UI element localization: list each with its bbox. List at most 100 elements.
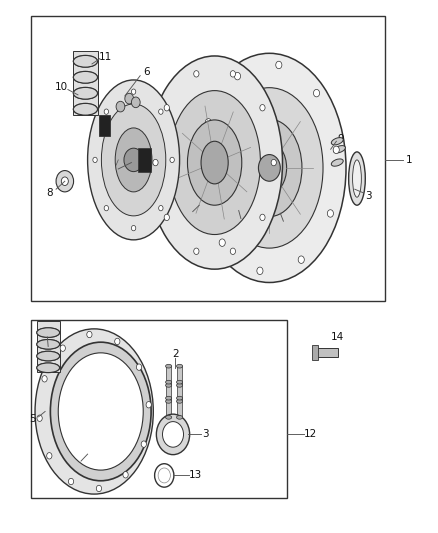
Ellipse shape [237,119,302,216]
Text: 9: 9 [337,134,344,143]
Text: 3: 3 [202,430,209,439]
Circle shape [314,90,320,97]
Circle shape [219,239,225,246]
Circle shape [42,376,47,382]
Circle shape [60,345,65,351]
Ellipse shape [50,342,151,481]
Text: 4: 4 [238,218,245,228]
Text: 10: 10 [55,83,68,92]
Bar [166,398,171,417]
Bar [166,366,171,385]
Ellipse shape [177,381,183,384]
Text: 8: 8 [46,188,53,198]
Ellipse shape [353,160,361,197]
Ellipse shape [37,363,60,373]
Bar [314,348,338,357]
Ellipse shape [166,384,172,387]
Text: 2: 2 [172,349,179,359]
Circle shape [159,109,163,114]
Text: 1: 1 [406,155,413,165]
Text: 14: 14 [331,332,344,342]
Ellipse shape [193,53,346,282]
Ellipse shape [331,159,343,166]
Text: 13: 13 [189,471,202,480]
Circle shape [93,157,97,163]
Ellipse shape [78,59,93,64]
Ellipse shape [73,55,97,67]
Ellipse shape [73,103,97,115]
Circle shape [199,182,205,190]
Bar [177,398,182,417]
Bar [37,321,60,372]
Ellipse shape [115,128,152,192]
Circle shape [159,206,163,211]
Bar [312,345,318,360]
Circle shape [125,93,134,104]
Ellipse shape [333,146,346,153]
Ellipse shape [78,91,93,96]
Circle shape [56,171,74,192]
Circle shape [124,148,143,172]
Circle shape [96,485,102,491]
Circle shape [131,225,136,231]
Circle shape [47,453,52,459]
Circle shape [298,256,304,263]
Ellipse shape [73,87,97,99]
Ellipse shape [252,142,286,193]
Bar [177,366,182,385]
Circle shape [333,146,339,154]
Bar [31,320,287,498]
Ellipse shape [37,351,60,361]
Circle shape [194,248,199,254]
Ellipse shape [78,75,93,80]
Circle shape [158,468,170,483]
Ellipse shape [37,351,60,361]
Ellipse shape [177,384,183,387]
Ellipse shape [215,87,323,248]
Text: 4: 4 [71,460,78,470]
Circle shape [104,206,109,211]
Circle shape [234,72,240,80]
Bar [177,382,182,401]
Ellipse shape [349,152,365,205]
Circle shape [257,267,263,274]
Circle shape [156,414,190,455]
Circle shape [123,472,128,478]
Circle shape [205,119,212,126]
Circle shape [37,415,42,422]
Ellipse shape [177,400,183,403]
Text: 5: 5 [29,415,36,424]
Ellipse shape [73,71,97,83]
Ellipse shape [73,71,97,83]
Text: 2: 2 [282,220,289,230]
Circle shape [146,401,152,408]
Circle shape [170,157,174,163]
Ellipse shape [37,328,60,337]
Ellipse shape [73,87,97,99]
Circle shape [260,104,265,111]
Circle shape [164,214,170,221]
Ellipse shape [37,328,60,337]
Circle shape [153,159,158,166]
Text: 5: 5 [183,210,190,220]
Circle shape [164,104,170,111]
Text: 11: 11 [99,52,112,62]
Bar [99,115,110,136]
Circle shape [116,101,125,112]
Text: 3: 3 [365,191,372,200]
Circle shape [131,97,140,108]
Circle shape [61,177,68,185]
Ellipse shape [37,340,60,349]
Ellipse shape [102,104,166,216]
Bar [166,382,171,401]
Circle shape [136,364,141,370]
Bar [31,16,385,301]
Text: 10: 10 [41,328,54,337]
Ellipse shape [166,416,172,419]
Ellipse shape [73,55,97,67]
Ellipse shape [331,138,343,145]
Circle shape [260,214,265,221]
Bar [138,148,151,172]
Ellipse shape [37,363,60,373]
Ellipse shape [166,397,172,400]
